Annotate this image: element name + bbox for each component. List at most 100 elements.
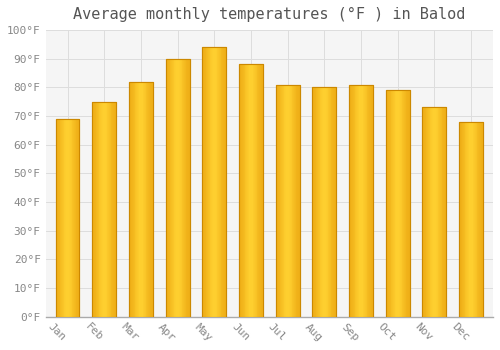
- Bar: [292, 85, 293, 317]
- Bar: [219, 47, 220, 317]
- Bar: [215, 47, 216, 317]
- Bar: [258, 64, 259, 317]
- Bar: [422, 107, 446, 317]
- Bar: [408, 90, 409, 317]
- Bar: [140, 82, 141, 317]
- Bar: [172, 59, 173, 317]
- Bar: [106, 102, 108, 317]
- Bar: [212, 47, 214, 317]
- Bar: [57, 119, 58, 317]
- Bar: [176, 59, 177, 317]
- Bar: [459, 122, 483, 317]
- Bar: [92, 102, 93, 317]
- Bar: [68, 119, 69, 317]
- Bar: [439, 107, 440, 317]
- Bar: [330, 88, 332, 317]
- Bar: [144, 82, 145, 317]
- Bar: [365, 85, 366, 317]
- Bar: [76, 119, 77, 317]
- Bar: [478, 122, 479, 317]
- Bar: [239, 64, 263, 317]
- Bar: [472, 122, 474, 317]
- Bar: [429, 107, 430, 317]
- Bar: [320, 88, 321, 317]
- Bar: [179, 59, 180, 317]
- Bar: [425, 107, 426, 317]
- Bar: [220, 47, 222, 317]
- Bar: [276, 85, 278, 317]
- Bar: [460, 122, 462, 317]
- Bar: [352, 85, 353, 317]
- Bar: [392, 90, 393, 317]
- Bar: [175, 59, 176, 317]
- Bar: [98, 102, 100, 317]
- Bar: [70, 119, 72, 317]
- Bar: [129, 82, 130, 317]
- Bar: [463, 122, 464, 317]
- Bar: [332, 88, 333, 317]
- Bar: [396, 90, 397, 317]
- Bar: [186, 59, 187, 317]
- Bar: [291, 85, 292, 317]
- Bar: [112, 102, 113, 317]
- Bar: [464, 122, 466, 317]
- Bar: [105, 102, 106, 317]
- Bar: [223, 47, 224, 317]
- Title: Average monthly temperatures (°F ) in Balod: Average monthly temperatures (°F ) in Ba…: [73, 7, 466, 22]
- Bar: [203, 47, 204, 317]
- Bar: [427, 107, 428, 317]
- Bar: [113, 102, 114, 317]
- Bar: [480, 122, 482, 317]
- Bar: [296, 85, 297, 317]
- Bar: [216, 47, 218, 317]
- Bar: [479, 122, 480, 317]
- Bar: [362, 85, 364, 317]
- Bar: [325, 88, 326, 317]
- Bar: [364, 85, 365, 317]
- Bar: [206, 47, 207, 317]
- Bar: [250, 64, 251, 317]
- Bar: [475, 122, 476, 317]
- Bar: [326, 88, 328, 317]
- Bar: [137, 82, 138, 317]
- Bar: [78, 119, 80, 317]
- Bar: [133, 82, 134, 317]
- Bar: [405, 90, 406, 317]
- Bar: [299, 85, 300, 317]
- Bar: [349, 85, 350, 317]
- Bar: [356, 85, 357, 317]
- Bar: [316, 88, 317, 317]
- Bar: [390, 90, 392, 317]
- Bar: [252, 64, 254, 317]
- Bar: [321, 88, 322, 317]
- Bar: [350, 85, 352, 317]
- Bar: [224, 47, 226, 317]
- Bar: [109, 102, 110, 317]
- Bar: [202, 47, 226, 317]
- Bar: [184, 59, 185, 317]
- Bar: [293, 85, 294, 317]
- Bar: [435, 107, 436, 317]
- Bar: [361, 85, 362, 317]
- Bar: [422, 107, 423, 317]
- Bar: [402, 90, 403, 317]
- Bar: [462, 122, 463, 317]
- Bar: [146, 82, 148, 317]
- Bar: [354, 85, 356, 317]
- Bar: [173, 59, 174, 317]
- Bar: [69, 119, 70, 317]
- Bar: [370, 85, 372, 317]
- Bar: [386, 90, 409, 317]
- Bar: [74, 119, 76, 317]
- Bar: [312, 88, 313, 317]
- Bar: [138, 82, 140, 317]
- Bar: [431, 107, 432, 317]
- Bar: [349, 85, 373, 317]
- Bar: [171, 59, 172, 317]
- Bar: [409, 90, 410, 317]
- Bar: [434, 107, 435, 317]
- Bar: [430, 107, 431, 317]
- Bar: [93, 102, 94, 317]
- Bar: [433, 107, 434, 317]
- Bar: [178, 59, 179, 317]
